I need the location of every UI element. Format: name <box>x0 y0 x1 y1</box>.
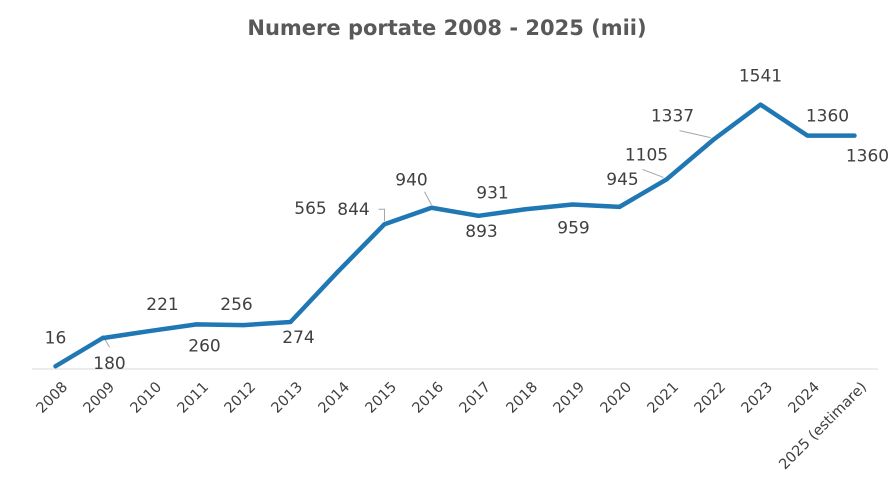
x-tick-label: 2019 <box>551 379 588 416</box>
x-tick-label: 2012 <box>222 379 259 416</box>
x-tick-label: 2009 <box>81 379 118 416</box>
data-point <box>100 336 105 341</box>
data-label: 180 <box>93 354 125 374</box>
data-label: 260 <box>188 336 220 356</box>
data-label: 844 <box>337 200 369 220</box>
data-label: 1360 <box>806 107 849 127</box>
data-label: 16 <box>45 328 67 348</box>
data-point <box>288 319 293 324</box>
data-label: 1360 <box>846 147 889 167</box>
data-point <box>617 204 622 209</box>
data-point <box>852 133 857 138</box>
x-tick-label: 2015 <box>363 379 400 416</box>
x-tick-label: 2016 <box>410 379 447 416</box>
x-axis-ticks: 2008 2009 2010 2011 2012 2013 2014 2015 2016 2017… <box>34 379 870 473</box>
leader-line <box>679 130 711 139</box>
data-point <box>429 205 434 210</box>
data-point <box>570 202 575 207</box>
data-label: 565 <box>294 199 326 219</box>
data-label: 945 <box>606 170 638 190</box>
data-label: 940 <box>395 171 427 191</box>
x-tick-label: 2008 <box>34 379 71 416</box>
data-point <box>147 329 152 334</box>
data-points <box>53 102 857 369</box>
leader-line <box>642 168 664 178</box>
data-point <box>711 137 716 142</box>
data-point <box>194 322 199 327</box>
x-tick-label: 2022 <box>692 379 729 416</box>
data-point <box>476 213 481 218</box>
x-tick-label: 2023 <box>739 379 776 416</box>
x-tick-label: 2010 <box>128 379 165 416</box>
data-labels: 16 180 221 260 256 274 565 844 940 893 931 959 945 11… <box>45 67 889 374</box>
data-point <box>758 102 763 107</box>
leader-lines <box>102 130 711 348</box>
data-label: 931 <box>476 183 508 203</box>
series-line <box>53 102 857 369</box>
data-point <box>805 133 810 138</box>
data-label: 1105 <box>625 145 668 165</box>
x-tick-label: 2018 <box>504 379 541 416</box>
data-point <box>523 207 528 212</box>
data-label: 959 <box>557 218 589 238</box>
data-point <box>53 364 58 369</box>
data-point <box>241 323 246 328</box>
x-tick-label: 2020 <box>598 379 635 416</box>
data-label: 1337 <box>651 107 694 127</box>
data-point <box>664 177 669 182</box>
x-tick-label: 2011 <box>175 379 212 416</box>
leader-line <box>424 191 432 205</box>
data-label: 221 <box>146 295 178 315</box>
data-label: 274 <box>282 328 314 348</box>
x-tick-label: 2017 <box>457 379 494 416</box>
chart-title: Numere portate 2008 - 2025 (mii) <box>247 16 647 40</box>
data-point <box>335 270 340 275</box>
data-label: 893 <box>465 222 497 242</box>
x-tick-label: 2024 <box>786 379 823 416</box>
x-tick-label: 2013 <box>269 379 306 416</box>
data-label: 256 <box>220 295 252 315</box>
x-tick-label: 2025 (estimare) <box>776 379 870 473</box>
data-point <box>382 222 387 227</box>
data-label: 1541 <box>739 67 782 87</box>
x-tick-label: 2021 <box>645 379 682 416</box>
x-tick-label: 2014 <box>316 379 353 416</box>
leader-line <box>378 208 385 222</box>
